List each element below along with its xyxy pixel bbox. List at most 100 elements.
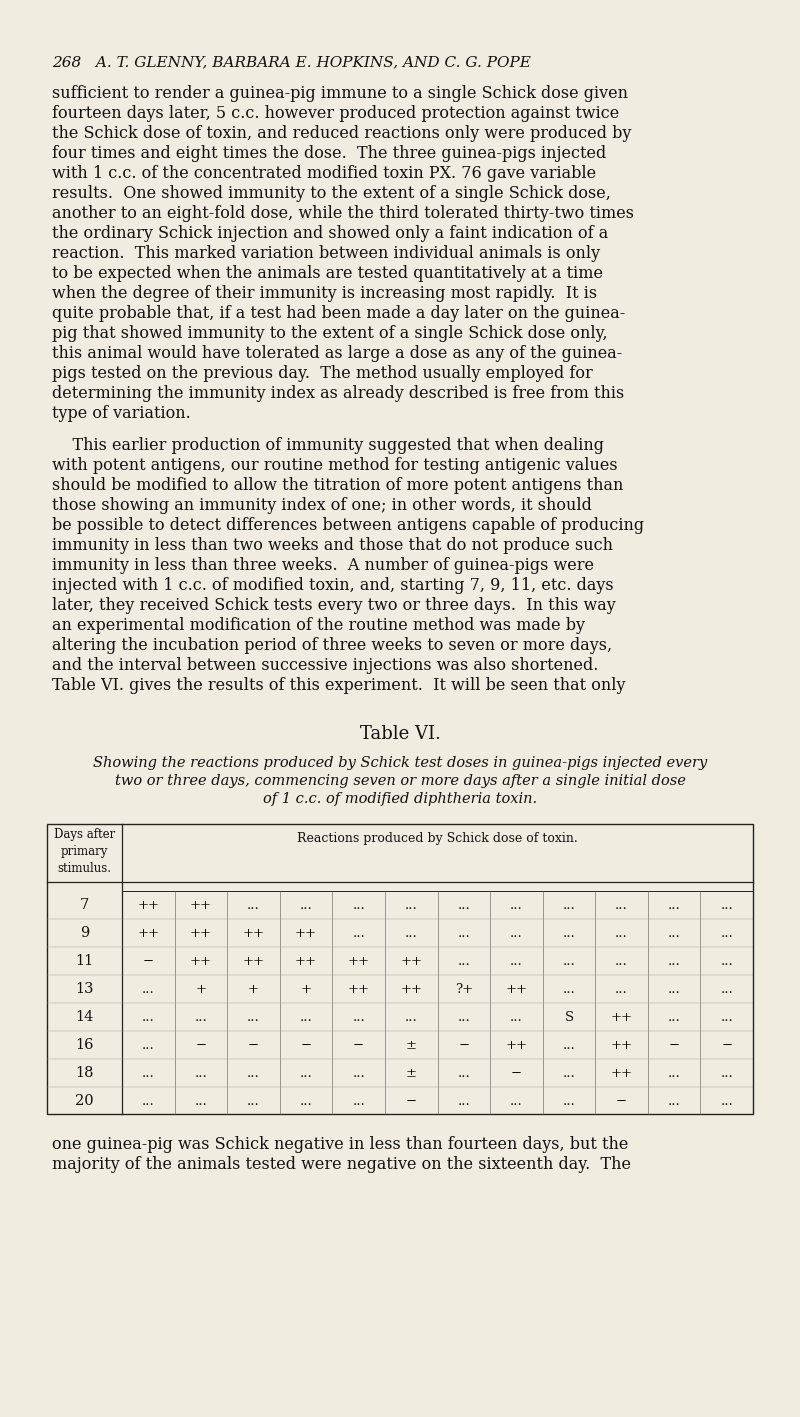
Text: ...: ... (458, 1010, 470, 1024)
Text: ...: ... (352, 927, 365, 939)
Text: ...: ... (615, 955, 628, 968)
Text: ++: ++ (138, 927, 159, 939)
Text: ...: ... (668, 1010, 681, 1024)
Text: ...: ... (615, 983, 628, 996)
Text: ±: ± (406, 1039, 417, 1051)
Text: ++: ++ (348, 955, 370, 968)
Text: ...: ... (458, 1067, 470, 1080)
Text: ...: ... (300, 1095, 313, 1108)
Text: ...: ... (668, 983, 681, 996)
Text: ...: ... (720, 1095, 733, 1108)
Text: −: − (142, 955, 154, 968)
Text: ...: ... (247, 1095, 260, 1108)
Text: ++: ++ (506, 1039, 527, 1051)
Text: ...: ... (720, 1010, 733, 1024)
Text: ...: ... (247, 1067, 260, 1080)
Text: immunity in less than two weeks and those that do not produce such: immunity in less than two weeks and thos… (52, 537, 613, 554)
Text: the Schick dose of toxin, and reduced reactions only were produced by: the Schick dose of toxin, and reduced re… (52, 125, 631, 142)
Text: four times and eight times the dose.  The three guinea-pigs injected: four times and eight times the dose. The… (52, 145, 606, 162)
Text: ...: ... (352, 1095, 365, 1108)
Text: −: − (406, 1095, 417, 1108)
Text: S: S (564, 1010, 574, 1024)
Text: −: − (301, 1039, 312, 1051)
Text: ++: ++ (400, 955, 422, 968)
Text: ...: ... (720, 955, 733, 968)
Text: ±: ± (406, 1067, 417, 1080)
Text: ...: ... (615, 898, 628, 913)
Text: ...: ... (510, 927, 522, 939)
Text: ++: ++ (190, 927, 212, 939)
Text: an experimental modification of the routine method was made by: an experimental modification of the rout… (52, 616, 585, 633)
Text: ...: ... (510, 1010, 522, 1024)
Text: ...: ... (352, 1067, 365, 1080)
Text: −: − (669, 1039, 680, 1051)
Text: altering the incubation period of three weeks to seven or more days,: altering the incubation period of three … (52, 638, 612, 655)
Text: +: + (248, 983, 259, 996)
Text: ...: ... (194, 1010, 207, 1024)
Text: ...: ... (562, 1039, 575, 1051)
Text: Reactions produced by Schick dose of toxin.: Reactions produced by Schick dose of tox… (297, 832, 578, 846)
Text: +: + (301, 983, 311, 996)
Text: reaction.  This marked variation between individual animals is only: reaction. This marked variation between … (52, 245, 600, 262)
Text: 9: 9 (80, 927, 89, 941)
Text: results.  One showed immunity to the extent of a single Schick dose,: results. One showed immunity to the exte… (52, 186, 611, 203)
Text: ...: ... (352, 1010, 365, 1024)
Text: −: − (195, 1039, 206, 1051)
Text: ...: ... (562, 1095, 575, 1108)
Text: fourteen days later, 5 c.c. however produced protection against twice: fourteen days later, 5 c.c. however prod… (52, 105, 619, 122)
Text: ++: ++ (400, 983, 422, 996)
Text: be possible to detect differences between antigens capable of producing: be possible to detect differences betwee… (52, 517, 644, 534)
Text: another to an eight-fold dose, while the third tolerated thirty-two times: another to an eight-fold dose, while the… (52, 205, 634, 222)
Text: ++: ++ (138, 898, 159, 913)
Text: should be modified to allow the titration of more potent antigens than: should be modified to allow the titratio… (52, 478, 623, 495)
Text: injected with 1 c.c. of modified toxin, and, starting 7, 9, 11, etc. days: injected with 1 c.c. of modified toxin, … (52, 577, 614, 594)
Text: 20: 20 (75, 1094, 94, 1108)
Text: ...: ... (668, 1067, 681, 1080)
Text: Days after
primary
stimulus.: Days after primary stimulus. (54, 829, 115, 876)
Text: ...: ... (352, 898, 365, 913)
Text: −: − (248, 1039, 259, 1051)
Text: ...: ... (720, 983, 733, 996)
Text: ...: ... (458, 955, 470, 968)
Text: ...: ... (247, 898, 260, 913)
Text: ...: ... (247, 1010, 260, 1024)
Text: 11: 11 (75, 955, 94, 968)
Text: those showing an immunity index of one; in other words, it should: those showing an immunity index of one; … (52, 497, 592, 514)
Text: one guinea-pig was Schick negative in less than fourteen days, but the: one guinea-pig was Schick negative in le… (52, 1136, 628, 1153)
Text: determining the immunity index as already described is free from this: determining the immunity index as alread… (52, 385, 624, 402)
Text: Table VI.: Table VI. (359, 726, 441, 743)
Text: ++: ++ (242, 955, 265, 968)
Text: when the degree of their immunity is increasing most rapidly.  It is: when the degree of their immunity is inc… (52, 285, 597, 302)
Text: ...: ... (194, 1095, 207, 1108)
Text: ?+: ?+ (454, 983, 473, 996)
Text: ++: ++ (295, 927, 317, 939)
Text: ...: ... (142, 1067, 154, 1080)
Text: ++: ++ (190, 955, 212, 968)
Text: ++: ++ (242, 927, 265, 939)
Text: ...: ... (562, 983, 575, 996)
Text: ...: ... (510, 898, 522, 913)
Text: type of variation.: type of variation. (52, 405, 190, 422)
Text: ...: ... (458, 927, 470, 939)
Text: 18: 18 (75, 1067, 94, 1080)
Text: to be expected when the animals are tested quantitatively at a time: to be expected when the animals are test… (52, 265, 603, 282)
Text: ...: ... (142, 983, 154, 996)
Text: ...: ... (458, 898, 470, 913)
Text: ...: ... (458, 1095, 470, 1108)
Text: ...: ... (405, 927, 418, 939)
Text: ...: ... (668, 927, 681, 939)
Text: quite probable that, if a test had been made a day later on the guinea-: quite probable that, if a test had been … (52, 305, 626, 322)
Text: ...: ... (668, 955, 681, 968)
Text: −: − (511, 1067, 522, 1080)
Text: 14: 14 (75, 1010, 94, 1024)
Text: −: − (458, 1039, 470, 1051)
Text: −: − (616, 1095, 627, 1108)
Text: ...: ... (300, 1067, 313, 1080)
Text: two or three days, commencing seven or more days after a single initial dose: two or three days, commencing seven or m… (114, 775, 686, 788)
Text: majority of the animals tested were negative on the sixteenth day.  The: majority of the animals tested were nega… (52, 1156, 631, 1173)
Text: Showing the reactions produced by Schick test doses in guinea-pigs injected ever: Showing the reactions produced by Schick… (93, 757, 707, 771)
Text: 268   A. T. GLENNY, BARBARA E. HOPKINS, AND C. G. POPE: 268 A. T. GLENNY, BARBARA E. HOPKINS, AN… (52, 55, 531, 69)
Text: 13: 13 (75, 982, 94, 996)
Text: ...: ... (300, 1010, 313, 1024)
Text: ++: ++ (610, 1039, 633, 1051)
